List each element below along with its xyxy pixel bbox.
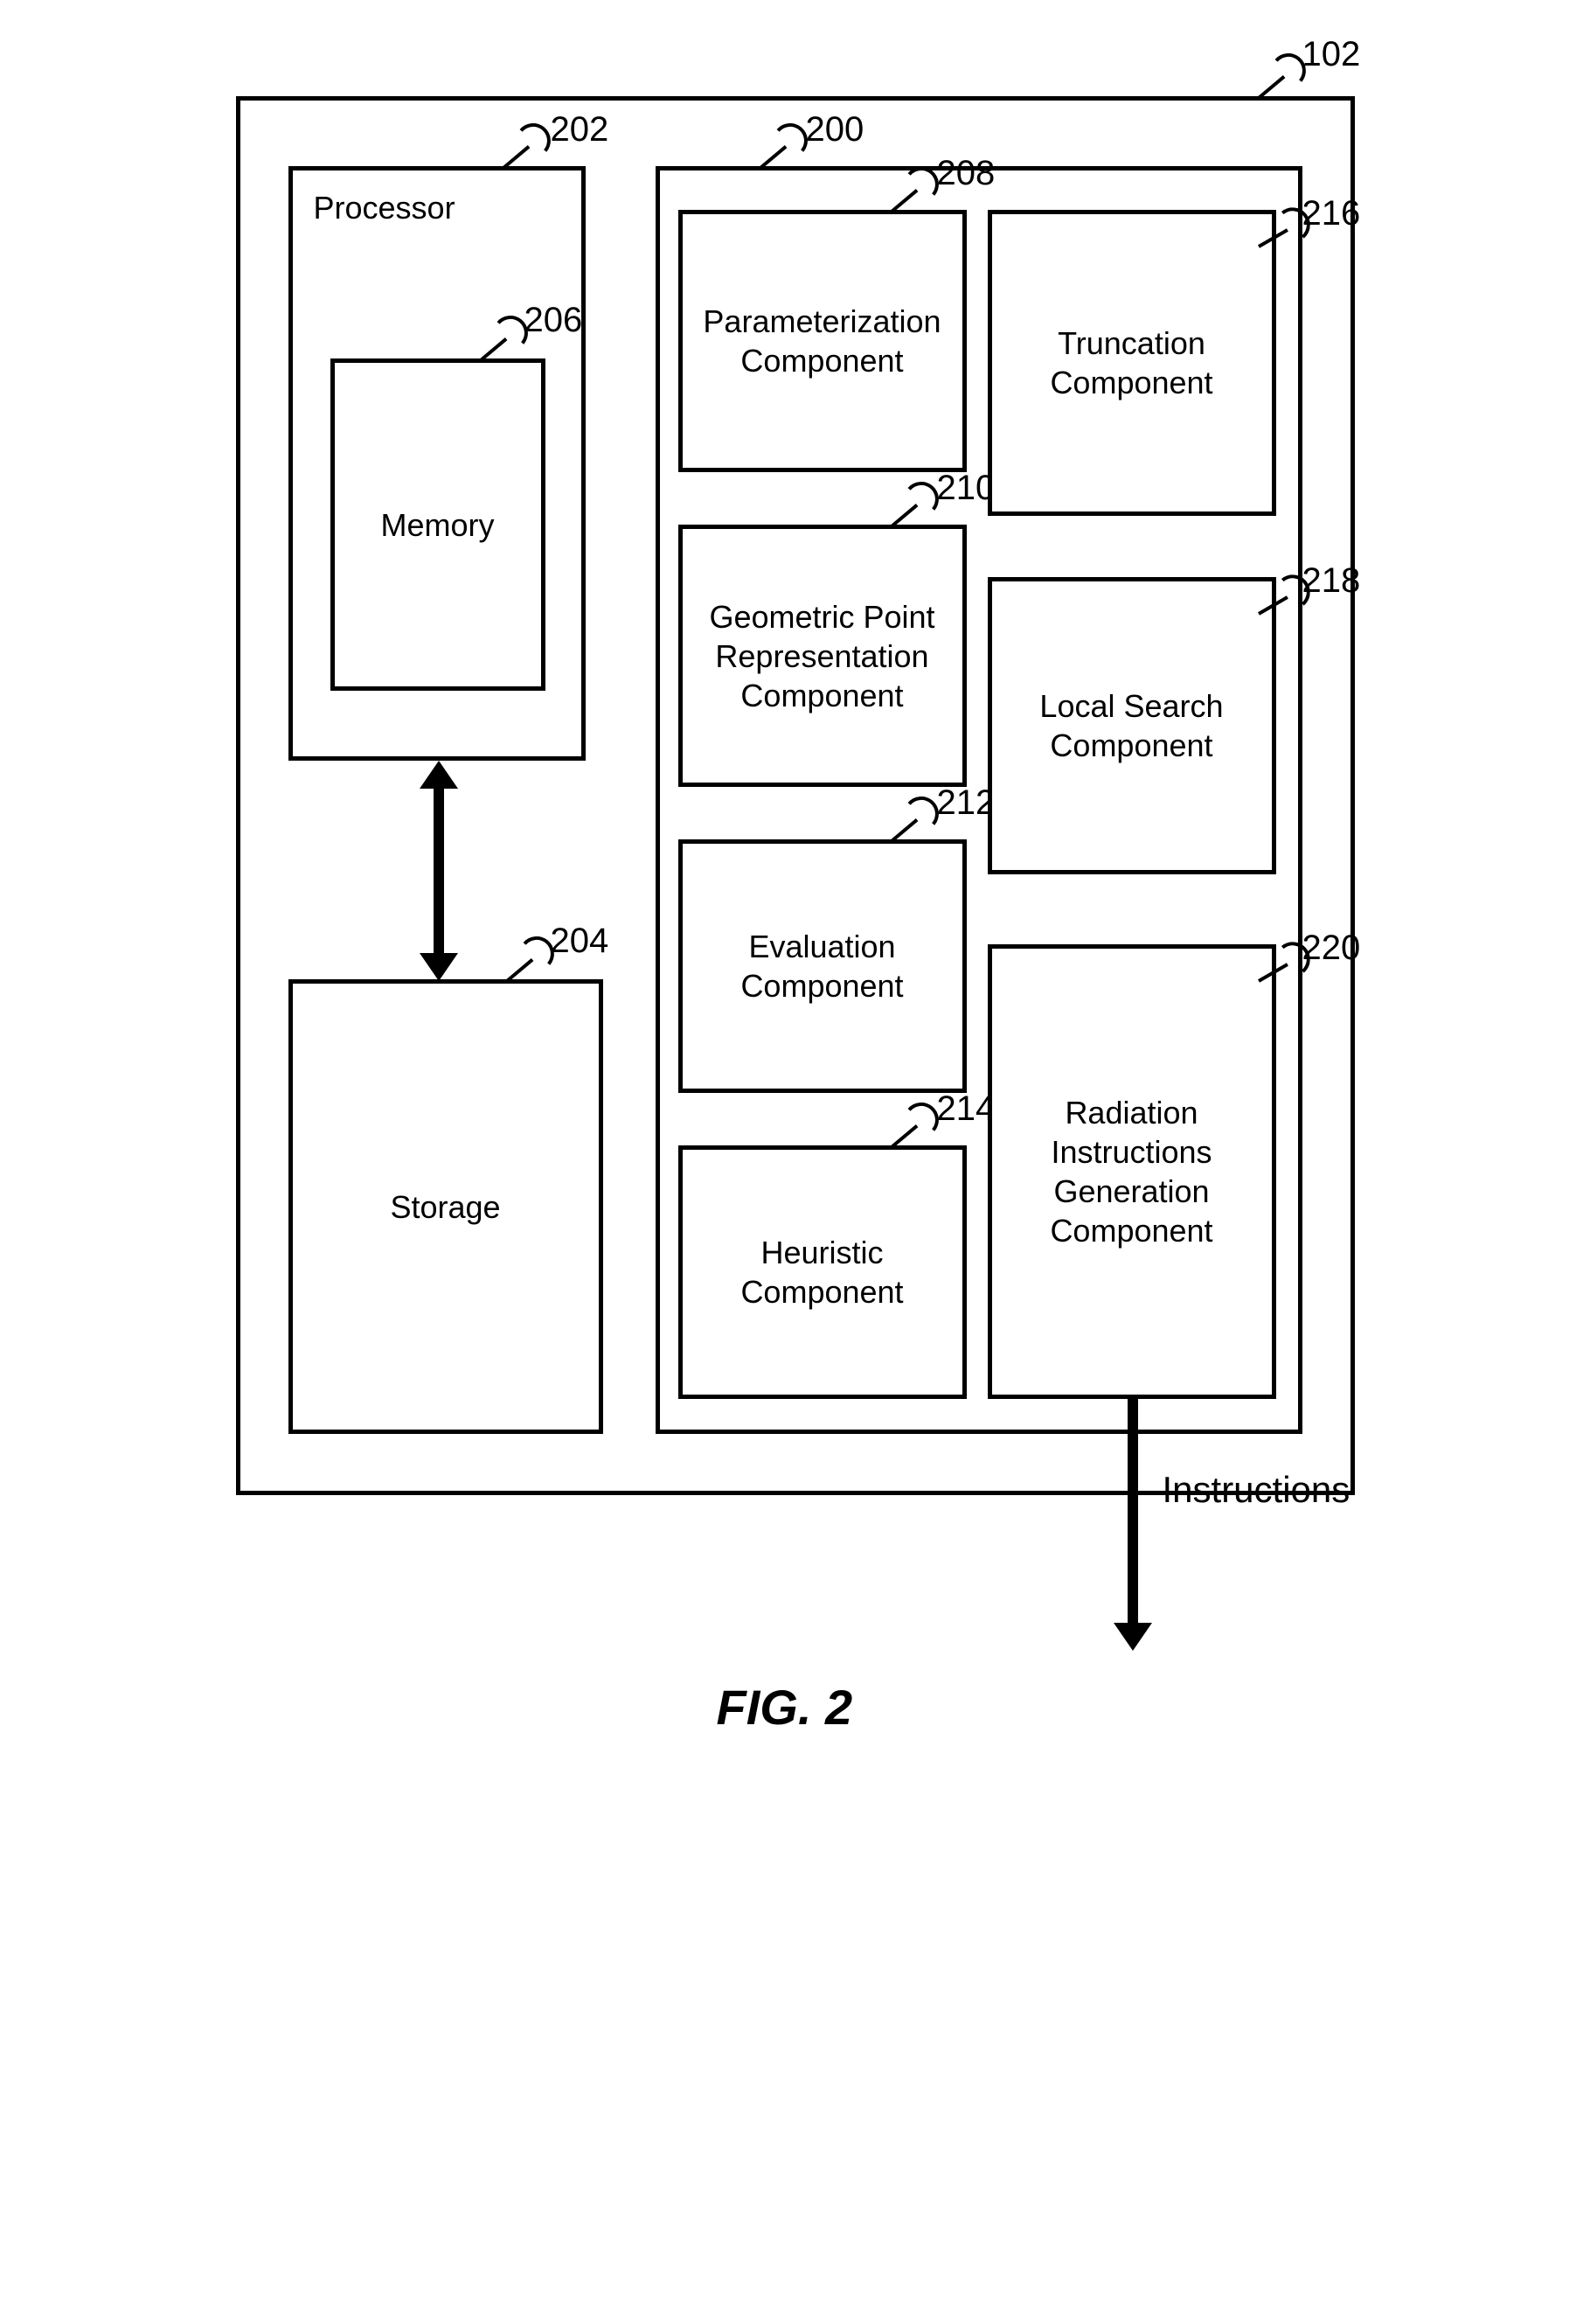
ref-200: 200 <box>806 110 864 150</box>
geometric-point-label: Geometric Point Representation Component <box>709 597 934 715</box>
ref-102: 102 <box>1302 35 1361 74</box>
truncation-label: Truncation Component <box>1050 324 1212 402</box>
diagram-canvas: 102 Processor 202 Memory 206 Storage 204… <box>184 35 1407 1784</box>
heuristic-box: Heuristic Component <box>678 1145 967 1399</box>
output-arrow-line <box>1128 1399 1138 1626</box>
ref-202: 202 <box>551 110 609 150</box>
evaluation-box: Evaluation Component <box>678 839 967 1093</box>
radiation-instructions-box: Radiation Instructions Generation Compon… <box>988 944 1276 1399</box>
memory-box: Memory <box>330 358 545 691</box>
figure-caption: FIG. 2 <box>717 1679 853 1736</box>
parameterization-box: Parameterization Component <box>678 210 967 472</box>
storage-box: Storage <box>288 979 603 1434</box>
processor-label: Processor <box>314 188 455 227</box>
storage-label: Storage <box>390 1187 500 1227</box>
memory-label: Memory <box>380 505 494 545</box>
ref-218: 218 <box>1302 561 1361 601</box>
arrow-processor-storage <box>434 783 444 957</box>
ref-206: 206 <box>524 301 583 340</box>
ref-220: 220 <box>1302 929 1361 968</box>
truncation-box: Truncation Component <box>988 210 1276 516</box>
ref-214: 214 <box>937 1089 996 1129</box>
ref-216: 216 <box>1302 194 1361 233</box>
ref-208: 208 <box>937 154 996 193</box>
geometric-point-box: Geometric Point Representation Component <box>678 525 967 787</box>
parameterization-label: Parameterization Component <box>703 302 941 380</box>
radiation-instructions-label: Radiation Instructions Generation Compon… <box>1050 1093 1212 1250</box>
ref-210: 210 <box>937 469 996 508</box>
heuristic-label: Heuristic Component <box>740 1233 903 1312</box>
output-arrow-label: Instructions <box>1163 1469 1350 1511</box>
ref-212: 212 <box>937 783 996 823</box>
evaluation-label: Evaluation Component <box>740 927 903 1005</box>
ref-204: 204 <box>551 922 609 961</box>
output-arrowhead <box>1114 1623 1152 1651</box>
arrowhead-down <box>420 953 458 981</box>
local-search-box: Local Search Component <box>988 577 1276 874</box>
arrowhead-up <box>420 761 458 789</box>
local-search-label: Local Search Component <box>1039 686 1223 765</box>
